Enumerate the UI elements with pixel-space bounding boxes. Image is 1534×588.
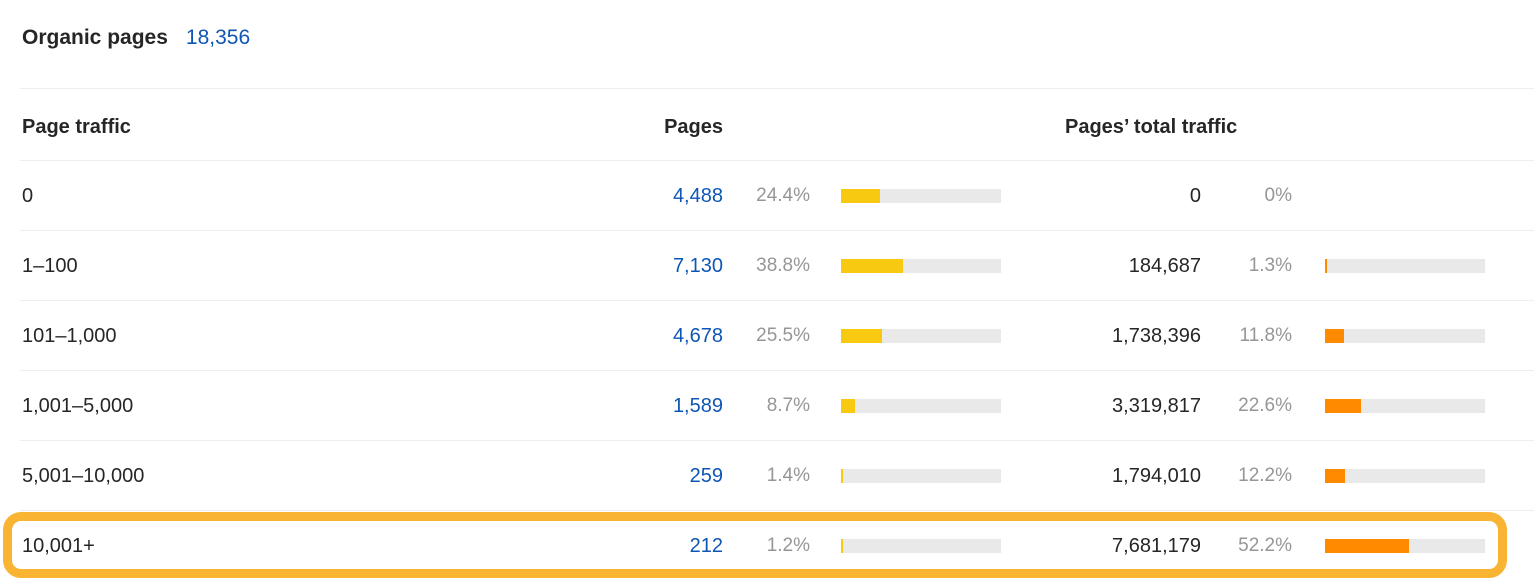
pages-bar-fill bbox=[841, 469, 843, 483]
traffic-bar-fill bbox=[1325, 399, 1361, 413]
pages-count-link[interactable]: 4,678 bbox=[672, 325, 723, 347]
organic-pages-count-link[interactable]: 18,356 bbox=[185, 26, 251, 49]
pages-percent: 24.4% bbox=[756, 185, 810, 206]
pages-percent: 1.2% bbox=[766, 535, 810, 556]
traffic-bar bbox=[1325, 259, 1485, 273]
traffic-value: 7,681,179 bbox=[1112, 535, 1201, 557]
panel-header: Organic pages 18,356 bbox=[22, 26, 250, 50]
row-divider bbox=[20, 510, 1534, 511]
table-row: 1,001–5,000 1,589 8.7% 3,319,817 22.6% bbox=[0, 371, 1534, 441]
traffic-value: 0 bbox=[1189, 185, 1201, 207]
page-traffic-range: 101–1,000 bbox=[22, 325, 117, 347]
page-traffic-range: 10,001+ bbox=[22, 535, 95, 557]
pages-count-link[interactable]: 7,130 bbox=[672, 255, 723, 277]
table-row: 5,001–10,000 259 1.4% 1,794,010 12.2% bbox=[0, 441, 1534, 511]
traffic-percent: 11.8% bbox=[1239, 325, 1292, 346]
pages-bar bbox=[841, 399, 1001, 413]
pages-percent: 25.5% bbox=[756, 325, 810, 346]
pages-bar bbox=[841, 469, 1001, 483]
traffic-percent: 12.2% bbox=[1238, 465, 1292, 486]
pages-count-link[interactable]: 212 bbox=[689, 535, 723, 557]
traffic-percent: 0% bbox=[1264, 185, 1292, 206]
pages-bar bbox=[841, 539, 1001, 553]
traffic-value: 1,738,396 bbox=[1112, 325, 1201, 347]
pages-percent: 8.7% bbox=[766, 395, 810, 416]
traffic-bar-fill bbox=[1325, 329, 1344, 343]
page-traffic-range: 0 bbox=[22, 185, 34, 207]
pages-percent: 38.8% bbox=[756, 255, 810, 276]
table-row: 101–1,000 4,678 25.5% 1,738,396 11.8% bbox=[0, 301, 1534, 371]
traffic-bar-fill bbox=[1325, 259, 1327, 273]
traffic-percent: 1.3% bbox=[1248, 255, 1292, 276]
page-traffic-range: 5,001–10,000 bbox=[22, 465, 145, 487]
traffic-bar bbox=[1325, 469, 1485, 483]
row-divider bbox=[20, 300, 1534, 301]
table-body: 0 4,488 24.4% 0 0% 1–100 7,130 38.8% 184… bbox=[0, 161, 1534, 581]
pages-percent: 1.4% bbox=[766, 465, 810, 486]
page-traffic-range: 1–100 bbox=[22, 255, 78, 277]
table-row: 1–100 7,130 38.8% 184,687 1.3% bbox=[0, 231, 1534, 301]
traffic-bar bbox=[1325, 329, 1485, 343]
row-divider bbox=[20, 440, 1534, 441]
column-header-page-traffic: Page traffic bbox=[22, 116, 131, 138]
page-traffic-range: 1,001–5,000 bbox=[22, 395, 134, 417]
traffic-bar-fill bbox=[1325, 539, 1409, 553]
column-header-total-traffic: Pages’ total traffic bbox=[1065, 116, 1238, 138]
pages-count-link[interactable]: 1,589 bbox=[672, 395, 723, 417]
traffic-bar bbox=[1325, 399, 1485, 413]
traffic-percent: 22.6% bbox=[1238, 395, 1292, 416]
table-row: 10,001+ 212 1.2% 7,681,179 52.2% bbox=[0, 511, 1534, 581]
pages-bar bbox=[841, 259, 1001, 273]
panel-title: Organic pages bbox=[22, 26, 168, 49]
row-divider bbox=[20, 230, 1534, 231]
column-header-pages: Pages bbox=[664, 116, 723, 138]
header-divider bbox=[20, 88, 1534, 89]
pages-bar-fill bbox=[841, 259, 903, 273]
traffic-value: 184,687 bbox=[1128, 255, 1201, 277]
pages-bar-fill bbox=[841, 189, 880, 203]
traffic-value: 3,319,817 bbox=[1112, 395, 1201, 417]
traffic-value: 1,794,010 bbox=[1112, 465, 1201, 487]
traffic-bar bbox=[1325, 539, 1485, 553]
pages-bar-fill bbox=[841, 399, 855, 413]
pages-bar-fill bbox=[841, 539, 843, 553]
pages-bar bbox=[841, 329, 1001, 343]
pages-count-link[interactable]: 4,488 bbox=[672, 185, 723, 207]
row-divider bbox=[20, 370, 1534, 371]
table-row: 0 4,488 24.4% 0 0% bbox=[0, 161, 1534, 231]
pages-bar bbox=[841, 189, 1001, 203]
pages-bar-fill bbox=[841, 329, 882, 343]
traffic-bar-fill bbox=[1325, 469, 1345, 483]
traffic-percent: 52.2% bbox=[1238, 535, 1292, 556]
pages-count-link[interactable]: 259 bbox=[689, 465, 723, 487]
column-header-divider bbox=[20, 160, 1534, 161]
table-header-row: Page traffic Pages Pages’ total traffic bbox=[0, 107, 1534, 147]
